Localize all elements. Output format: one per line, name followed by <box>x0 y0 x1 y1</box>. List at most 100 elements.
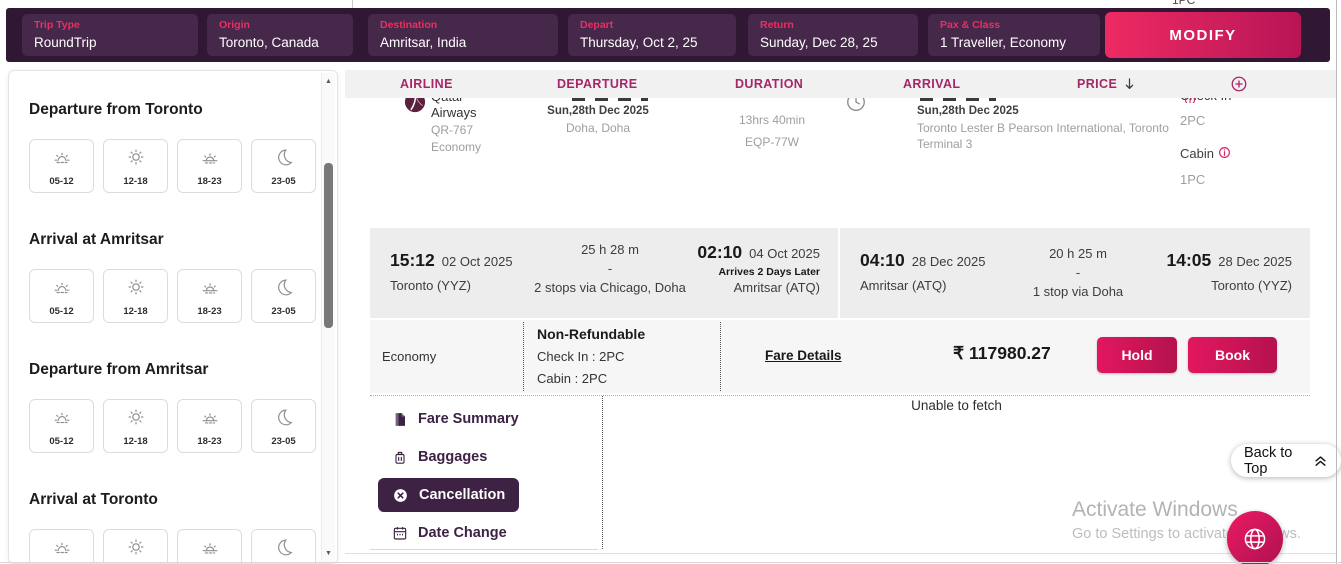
sun-icon <box>125 536 147 563</box>
plus-circle-icon[interactable] <box>1230 75 1248 98</box>
divider <box>720 322 721 391</box>
calendar-icon <box>392 525 408 541</box>
tab-fare-summary[interactable]: Fare Summary <box>378 402 533 436</box>
time-filter-button-05-12[interactable]: 05-12 <box>29 529 94 563</box>
filter-sections: Departure from Toronto 05-12 12-18 18-23 23-… <box>29 101 337 563</box>
sunrise-icon <box>51 536 73 563</box>
back-to-top-label: Back to Top <box>1244 444 1293 477</box>
pax-class-field[interactable]: Pax & Class 1 Traveller, Economy <box>928 14 1100 56</box>
field-value: Sunday, Dec 28, 25 <box>760 35 878 50</box>
departure-time: 15:12 <box>390 250 435 270</box>
time-filter-button-05-12[interactable]: 05-12 <box>29 269 94 323</box>
field-value: Thursday, Oct 2, 25 <box>580 35 698 50</box>
info-icon <box>1184 98 1275 103</box>
flight-detail-row: Qatar Airways QR-767 Economy Sun,28th De… <box>345 98 1311 225</box>
total-price: ₹ 117980.27 <box>953 343 1051 363</box>
arrival-time: 02:10 <box>697 242 743 262</box>
time-filter-button-23-05[interactable]: 23-05 <box>251 399 316 453</box>
time-filter-button-05-12[interactable]: 05-12 <box>29 399 94 453</box>
hold-button[interactable]: Hold <box>1097 337 1177 373</box>
scroll-up-icon[interactable]: ▲ <box>325 78 332 85</box>
sun-icon <box>125 276 147 303</box>
destination-field[interactable]: Destination Amritsar, India <box>368 14 558 56</box>
airline-cabin-class: Economy <box>431 140 482 154</box>
sun-icon <box>125 406 147 433</box>
trip-type-field[interactable]: Trip Type RoundTrip <box>22 14 198 56</box>
time-filter-button-12-18[interactable]: 12-18 <box>103 269 168 323</box>
globe-icon <box>1241 525 1269 553</box>
back-to-top-button[interactable]: Back to Top <box>1231 444 1341 477</box>
time-filter-button-12-18[interactable]: 12-18 <box>103 399 168 453</box>
window-edge <box>0 562 1341 563</box>
arrival-time: 14:05 <box>1166 250 1212 270</box>
info-icon[interactable] <box>1218 146 1231 162</box>
departure-city: Toronto (YYZ) <box>390 278 471 293</box>
arrival-note: Arrives 2 Days Later <box>718 266 820 278</box>
modify-button[interactable]: MODIFY <box>1105 12 1301 58</box>
time-slot-row: 05-12 12-18 18-23 23-05 <box>29 269 337 323</box>
arrival-date: Sun,28th Dec 2025 <box>917 105 1019 117</box>
field-value: 1 Traveller, Economy <box>940 35 1067 50</box>
sunset-icon <box>199 146 221 173</box>
cabin-baggage-label: Cabin <box>1180 146 1231 162</box>
time-filter-button-18-23[interactable]: 18-23 <box>177 139 242 193</box>
fare-tabs: Fare Summary Baggages Cancellation Date Cha… <box>378 402 606 554</box>
fare-details-link[interactable]: Fare Details <box>765 348 842 363</box>
clipped-baggage-text: 1PC <box>1172 0 1196 7</box>
airline-name: Airways <box>431 105 477 120</box>
return-date-field[interactable]: Return Sunday, Dec 28, 25 <box>748 14 918 56</box>
moon-icon <box>273 406 295 433</box>
divider <box>523 322 524 391</box>
time-filter-button-18-23[interactable]: 18-23 <box>177 529 242 563</box>
time-filter-button-23-05[interactable]: 23-05 <box>251 139 316 193</box>
tab-date-change[interactable]: Date Change <box>378 516 521 550</box>
outbound-departure: 15:12 02 Oct 2025 Toronto (YYZ) <box>390 250 513 293</box>
arrival-city: Amritsar (ATQ) <box>733 280 820 295</box>
time-filter-label: 12-18 <box>123 435 148 447</box>
sidebar-scrollbar[interactable]: ▲ ▼ <box>321 73 335 563</box>
scroll-down-icon[interactable]: ▼ <box>325 550 332 557</box>
field-label: Destination <box>380 19 438 31</box>
sun-icon <box>125 146 147 173</box>
tab-baggages[interactable]: Baggages <box>378 440 501 474</box>
time-filter-button-23-05[interactable]: 23-05 <box>251 269 316 323</box>
origin-field[interactable]: Origin Toronto, Canada <box>207 14 353 56</box>
time-filter-button-05-12[interactable]: 05-12 <box>29 139 94 193</box>
time-filter-button-18-23[interactable]: 18-23 <box>177 399 242 453</box>
return-departure: 04:10 28 Dec 2025 Amritsar (ATQ) <box>860 250 986 293</box>
stops: 1 stop via Doha <box>1032 284 1124 299</box>
equipment: EQP-77W <box>744 135 799 149</box>
arrival-terminal: Terminal 3 <box>917 137 973 151</box>
sunset-icon <box>199 406 221 433</box>
tab-label: Baggages <box>418 449 488 465</box>
tab-label: Date Change <box>418 525 507 541</box>
column-price[interactable]: PRICE <box>1077 77 1118 91</box>
outbound-summary: 15:12 02 Oct 2025 Toronto (YYZ) 25 h 28 m… <box>370 228 838 318</box>
time-filter-button-12-18[interactable]: 12-18 <box>103 139 168 193</box>
divider <box>345 553 1336 554</box>
time-filter-button-12-18[interactable]: 12-18 <box>103 529 168 563</box>
depart-date-field[interactable]: Depart Thursday, Oct 2, 25 <box>568 14 736 56</box>
book-button[interactable]: Book <box>1188 337 1277 373</box>
column-duration: DURATION <box>735 77 804 91</box>
time-filter-label: 05-12 <box>49 175 74 187</box>
tab-cancellation[interactable]: Cancellation <box>378 478 520 512</box>
fare-cabin: Economy <box>382 349 437 364</box>
return-summary: 04:10 28 Dec 2025 Amritsar (ATQ) 20 h 25 … <box>840 228 1310 318</box>
segment-duration: 13hrs 40min <box>738 113 806 127</box>
cabin-baggage-value: 1PC <box>1180 172 1206 187</box>
time-filter-label: 05-12 <box>49 305 74 317</box>
time-filter-button-18-23[interactable]: 18-23 <box>177 269 242 323</box>
language-globe-button[interactable] <box>1227 511 1283 564</box>
fare-cabin-baggage: Cabin : 2PC <box>537 371 608 386</box>
scrollbar-thumb[interactable] <box>324 163 333 328</box>
time-filter-label: 23-05 <box>271 305 296 317</box>
activate-windows-watermark: Activate Windows <box>1072 498 1238 521</box>
baggage-icon <box>392 449 408 466</box>
time-filter-button-23-05[interactable]: 23-05 <box>251 529 316 563</box>
time-filter-label: 18-23 <box>197 305 222 317</box>
departure-city: Doha, Doha <box>565 121 631 135</box>
clock-icon <box>845 98 867 118</box>
sort-descending-icon[interactable] <box>1122 76 1137 97</box>
filter-section: Arrival at Toronto 05-12 12-18 18-23 23-05 <box>29 491 337 563</box>
